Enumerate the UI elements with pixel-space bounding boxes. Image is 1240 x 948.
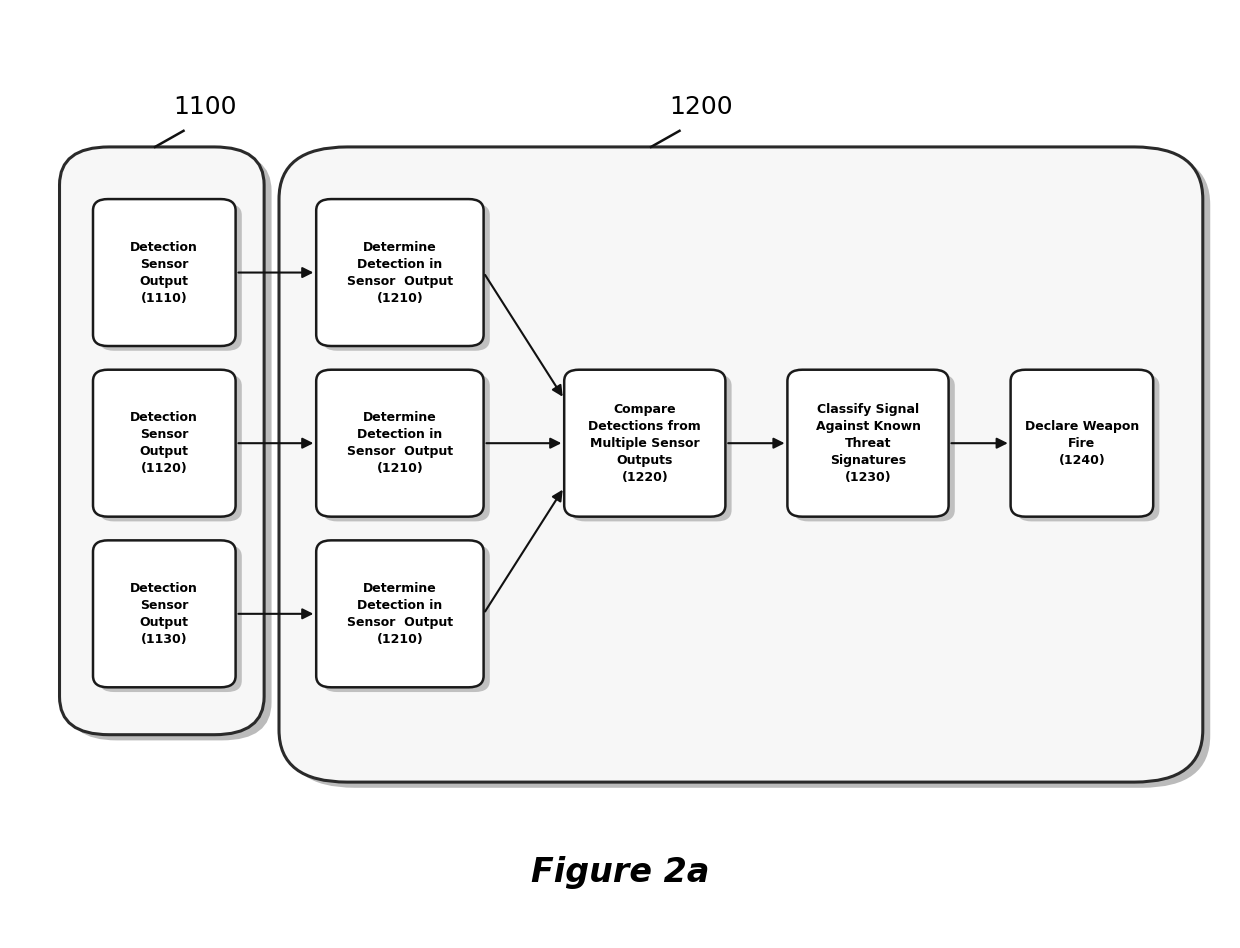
FancyBboxPatch shape	[1011, 370, 1153, 517]
FancyBboxPatch shape	[93, 540, 236, 687]
FancyBboxPatch shape	[67, 153, 272, 740]
FancyBboxPatch shape	[322, 374, 490, 521]
FancyBboxPatch shape	[99, 204, 242, 351]
FancyBboxPatch shape	[322, 204, 490, 351]
FancyBboxPatch shape	[794, 374, 955, 521]
FancyBboxPatch shape	[99, 545, 242, 692]
Text: Detection
Sensor
Output
(1120): Detection Sensor Output (1120)	[130, 411, 198, 475]
FancyBboxPatch shape	[316, 370, 484, 517]
Text: Detection
Sensor
Output
(1110): Detection Sensor Output (1110)	[130, 241, 198, 304]
FancyBboxPatch shape	[93, 370, 236, 517]
FancyBboxPatch shape	[93, 199, 236, 346]
FancyBboxPatch shape	[316, 540, 484, 687]
FancyBboxPatch shape	[787, 370, 949, 517]
FancyBboxPatch shape	[279, 147, 1203, 782]
Text: Classify Signal
Against Known
Threat
Signatures
(1230): Classify Signal Against Known Threat Sig…	[816, 403, 920, 483]
Text: Figure 2a: Figure 2a	[531, 856, 709, 888]
FancyBboxPatch shape	[316, 199, 484, 346]
Text: Determine
Detection in
Sensor  Output
(1210): Determine Detection in Sensor Output (12…	[347, 411, 453, 475]
FancyBboxPatch shape	[322, 545, 490, 692]
FancyBboxPatch shape	[564, 370, 725, 517]
Text: 1100: 1100	[172, 95, 237, 118]
Text: Determine
Detection in
Sensor  Output
(1210): Determine Detection in Sensor Output (12…	[347, 582, 453, 646]
Text: 1200: 1200	[668, 95, 733, 118]
FancyBboxPatch shape	[570, 374, 732, 521]
FancyBboxPatch shape	[60, 147, 264, 735]
FancyBboxPatch shape	[286, 153, 1210, 788]
Text: Determine
Detection in
Sensor  Output
(1210): Determine Detection in Sensor Output (12…	[347, 241, 453, 304]
Text: Declare Weapon
Fire
(1240): Declare Weapon Fire (1240)	[1024, 420, 1140, 466]
FancyBboxPatch shape	[1017, 374, 1159, 521]
Text: Detection
Sensor
Output
(1130): Detection Sensor Output (1130)	[130, 582, 198, 646]
FancyBboxPatch shape	[99, 374, 242, 521]
Text: Compare
Detections from
Multiple Sensor
Outputs
(1220): Compare Detections from Multiple Sensor …	[589, 403, 701, 483]
